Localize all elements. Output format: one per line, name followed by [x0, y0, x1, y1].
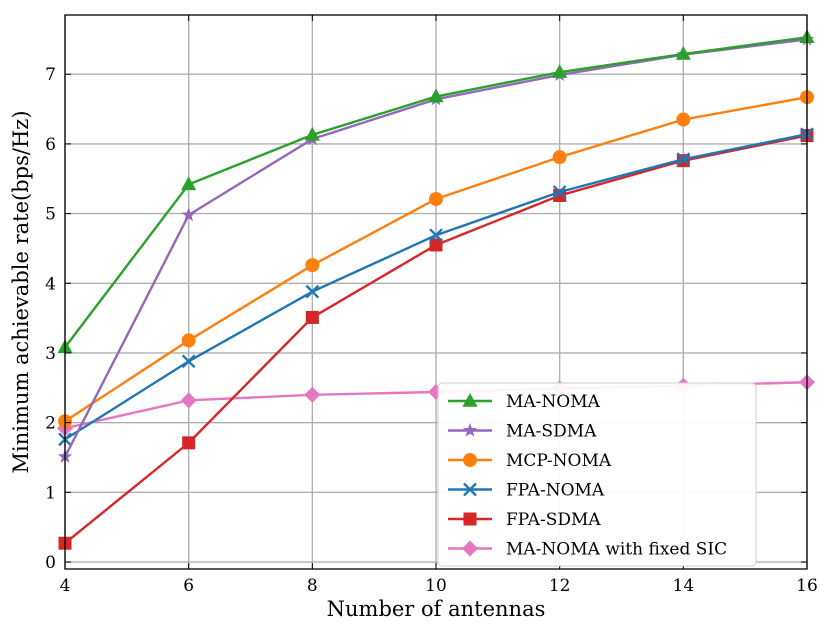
legend-label: MA-SDMA [506, 422, 597, 442]
legend-marker [462, 393, 478, 407]
y-axis-title: Minimum achievable rate(bps/Hz) [9, 110, 33, 473]
y-tick-label: 3 [45, 344, 56, 364]
data-point [304, 126, 320, 141]
legend: MA-NOMA MA-SDMA MCP-NOMA FPA-NOMA FPA-SDMA MA… [437, 382, 757, 567]
x-tick-label: 16 [796, 576, 818, 596]
y-tick-label: 6 [45, 135, 56, 155]
legend-marker [462, 540, 478, 557]
data-point [305, 258, 320, 273]
data-point [429, 228, 443, 243]
legend-label: FPA-SDMA [506, 510, 601, 530]
data-point [181, 176, 197, 191]
x-tick-label: 12 [549, 576, 571, 596]
legend-marker [463, 482, 477, 497]
legend-entry: MA-NOMA with fixed SIC [448, 540, 727, 560]
x-tick-label: 14 [673, 576, 695, 596]
data-point [305, 284, 320, 299]
legend-marker [463, 453, 477, 467]
y-tick-label: 7 [45, 65, 56, 85]
legend-label: MA-NOMA with fixed SIC [506, 540, 727, 560]
y-tick-label: 2 [45, 414, 56, 434]
data-point [182, 436, 196, 450]
legend-marker [463, 512, 477, 526]
y-tick-label: 4 [45, 274, 56, 294]
x-tick-label: 10 [425, 576, 447, 596]
data-point [181, 354, 196, 369]
legend-box [437, 382, 757, 567]
data-point [429, 238, 443, 252]
data-point [428, 88, 444, 103]
data-point [676, 152, 691, 167]
y-tick-label: 5 [45, 205, 56, 225]
legend-entry: MA-NOMA [448, 392, 601, 412]
data-point [305, 310, 319, 324]
data-point [552, 185, 567, 199]
series-3 [58, 127, 814, 447]
grid [64, 15, 808, 569]
data-point [181, 207, 196, 222]
y-tick-label: 1 [45, 483, 56, 503]
data-point [676, 112, 691, 127]
y-tick-label: 0 [45, 553, 56, 573]
legend-entry: MA-SDMA [448, 422, 597, 442]
data-point [181, 333, 196, 348]
legend-label: FPA-NOMA [506, 481, 605, 501]
data-point [304, 386, 321, 403]
data-point [552, 150, 567, 165]
data-point [429, 191, 443, 206]
x-tick-label: 8 [307, 576, 318, 596]
data-point [675, 46, 691, 60]
legend-marker [462, 423, 478, 437]
legend-label: MA-NOMA [506, 392, 601, 412]
x-tick-label: 6 [183, 576, 194, 596]
legend-entry: FPA-SDMA [448, 510, 601, 530]
data-point [180, 392, 197, 409]
legend-entry: MCP-NOMA [448, 451, 612, 471]
x-axis-title: Number of antennas [327, 597, 546, 621]
legend-label: MCP-NOMA [506, 451, 612, 471]
data-point [552, 64, 568, 78]
x-tick-label: 4 [60, 576, 71, 596]
series-2 [58, 90, 814, 429]
legend-entry: FPA-NOMA [448, 481, 605, 501]
